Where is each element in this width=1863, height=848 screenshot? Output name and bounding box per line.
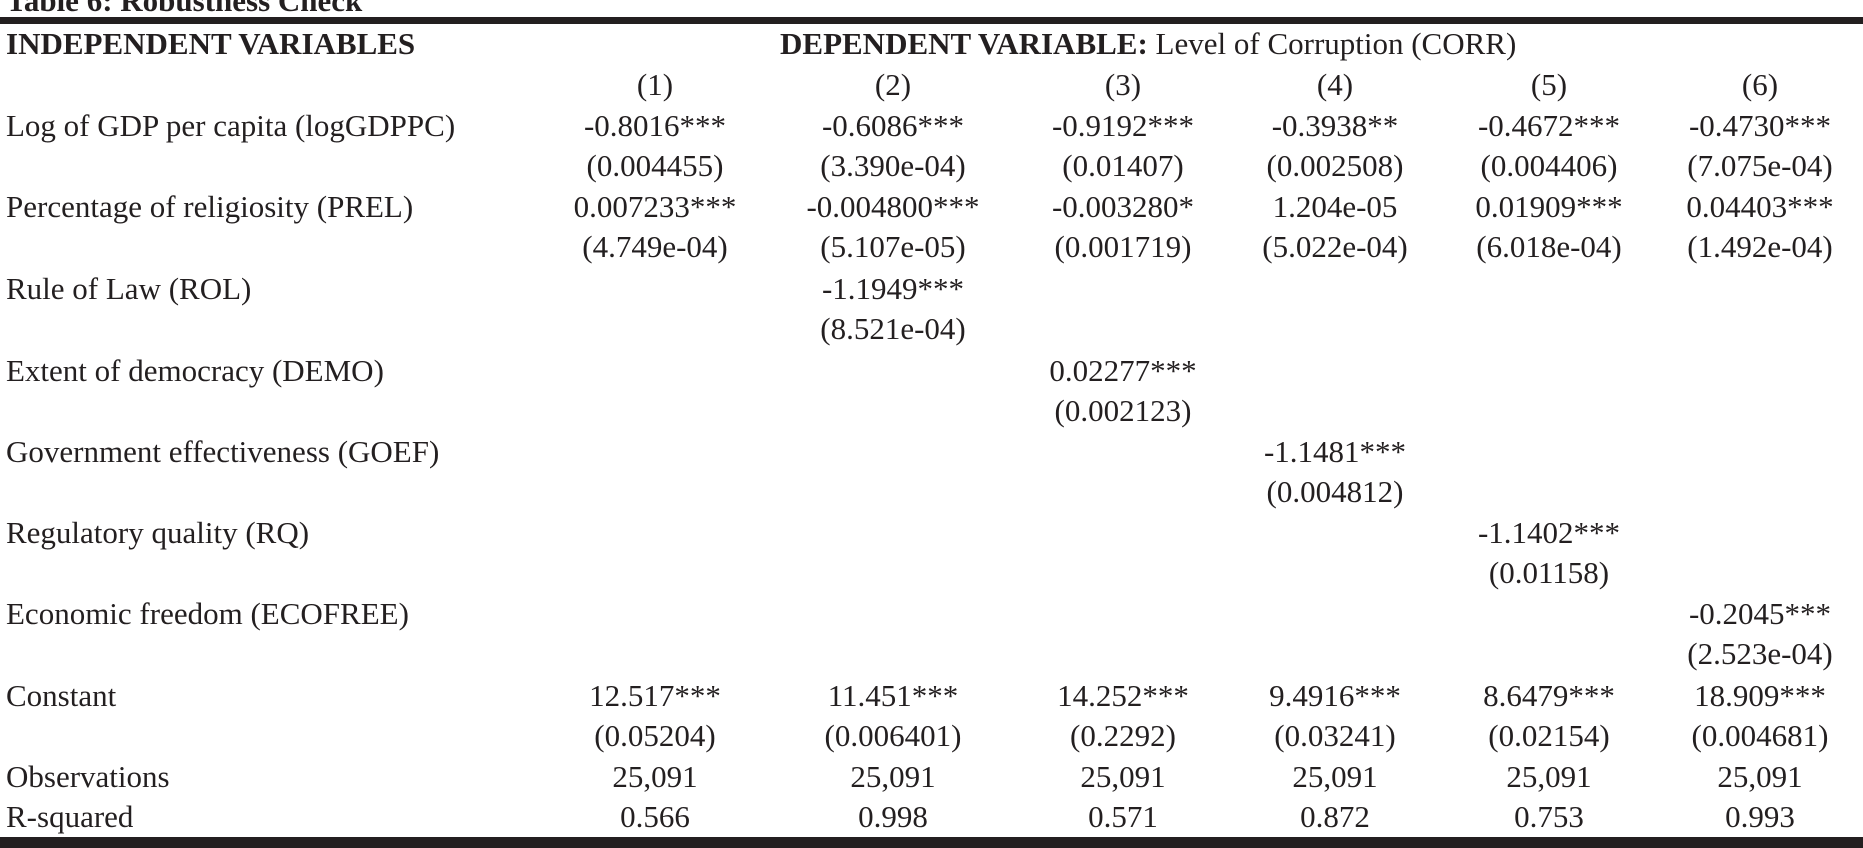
standard-error-cell: (0.004681) (1691, 718, 1829, 753)
coefficient-cell: -0.2045*** (1688, 596, 1832, 631)
standard-error-cell: (6.018e-04) (1476, 229, 1622, 264)
coefficient-cell: 14.252*** (1057, 678, 1189, 713)
coefficient-cell: 9.4916*** (1269, 678, 1401, 713)
variable-label: Constant (6, 678, 117, 713)
observations-cell: 25,091 (1080, 759, 1166, 794)
column-number-header: (4) (1316, 67, 1354, 102)
dependent-variable-header: DEPENDENT VARIABLE: Level of Corruption … (780, 27, 1516, 61)
observations-cell: 25,091 (612, 759, 698, 794)
coefficient-cell: 18.909*** (1694, 678, 1826, 713)
standard-error-cell: (0.002508) (1266, 148, 1404, 183)
observations-label: Observations (6, 759, 170, 794)
dependent-variable-heading: DEPENDENT VARIABLE: (780, 26, 1148, 61)
column-number-header: (3) (1104, 67, 1142, 102)
observations-cell: 25,091 (1506, 759, 1592, 794)
standard-error-cell: (0.2292) (1070, 718, 1176, 753)
standard-error-cell: (0.006401) (824, 718, 962, 753)
standard-error-cell: (0.004406) (1480, 148, 1618, 183)
table-caption: Table 6: Robustness Check (6, 0, 363, 18)
variable-label: Economic freedom (ECOFREE) (6, 596, 409, 631)
standard-error-cell: (0.002123) (1054, 393, 1192, 428)
coefficient-cell: -0.4730*** (1688, 108, 1832, 143)
rsquared-cell: 0.872 (1300, 799, 1370, 834)
standard-error-cell: (7.075e-04) (1687, 148, 1833, 183)
standard-error-cell: (5.107e-05) (820, 229, 966, 264)
observations-cell: 25,091 (850, 759, 936, 794)
coefficient-cell: -0.8016*** (583, 108, 727, 143)
coefficient-cell: -0.4672*** (1477, 108, 1621, 143)
column-number-header: (2) (874, 67, 912, 102)
coefficient-cell: -1.1402*** (1477, 515, 1621, 550)
coefficient-cell: -0.9192*** (1051, 108, 1195, 143)
standard-error-cell: (2.523e-04) (1687, 636, 1833, 671)
standard-error-cell: (1.492e-04) (1687, 229, 1833, 264)
coefficient-cell: 11.451*** (827, 678, 959, 713)
coefficient-cell: -0.3938** (1271, 108, 1399, 143)
standard-error-cell: (0.01158) (1488, 555, 1610, 590)
variable-label: Extent of democracy (DEMO) (6, 353, 384, 388)
standard-error-cell: (0.004812) (1266, 474, 1404, 509)
coefficient-cell: 0.04403*** (1686, 189, 1834, 224)
standard-error-cell: (0.02154) (1488, 718, 1610, 753)
top-rule (0, 17, 1863, 24)
column-number-header: (1) (636, 67, 674, 102)
standard-error-cell: (0.05204) (594, 718, 716, 753)
column-number-header: (6) (1741, 67, 1779, 102)
observations-cell: 25,091 (1717, 759, 1803, 794)
standard-error-cell: (8.521e-04) (820, 311, 966, 346)
standard-error-cell: (4.749e-04) (582, 229, 728, 264)
variable-label: Percentage of religiosity (PREL) (6, 189, 414, 224)
rsquared-cell: 0.993 (1725, 799, 1795, 834)
coefficient-cell: 0.02277*** (1049, 353, 1197, 388)
observations-cell: 25,091 (1292, 759, 1378, 794)
column-number-header: (5) (1530, 67, 1568, 102)
coefficient-cell: 0.007233*** (573, 189, 737, 224)
coefficient-cell: -1.1949*** (821, 271, 965, 306)
standard-error-cell: (0.03241) (1274, 718, 1396, 753)
standard-error-cell: (0.004455) (586, 148, 724, 183)
rsquared-cell: 0.566 (620, 799, 690, 834)
coefficient-cell: 1.204e-05 (1272, 189, 1398, 224)
standard-error-cell: (0.01407) (1062, 148, 1184, 183)
variable-label: Regulatory quality (RQ) (6, 515, 310, 550)
rsquared-cell: 0.571 (1088, 799, 1158, 834)
coefficient-cell: -0.004800*** (806, 189, 980, 224)
standard-error-cell: (0.001719) (1054, 229, 1192, 264)
standard-error-cell: (5.022e-04) (1262, 229, 1408, 264)
coefficient-cell: -1.1481*** (1263, 434, 1407, 469)
rsquared-cell: 0.998 (858, 799, 928, 834)
rsquared-cell: 0.753 (1514, 799, 1584, 834)
variable-label: Log of GDP per capita (logGDPPC) (6, 108, 456, 143)
variable-label: Government effectiveness (GOEF) (6, 434, 440, 469)
coefficient-cell: 8.6479*** (1483, 678, 1615, 713)
variable-label: Rule of Law (ROL) (6, 271, 252, 306)
coefficient-cell: 12.517*** (589, 678, 721, 713)
standard-error-cell: (3.390e-04) (820, 148, 966, 183)
independent-variables-header: INDEPENDENT VARIABLES (6, 26, 416, 61)
dependent-variable-name: Level of Corruption (CORR) (1155, 26, 1517, 61)
coefficient-cell: -0.6086*** (821, 108, 965, 143)
rsquared-label: R-squared (6, 799, 134, 834)
coefficient-cell: 0.01909*** (1475, 189, 1623, 224)
coefficient-cell: -0.003280* (1051, 189, 1195, 224)
bottom-rule (0, 837, 1863, 848)
